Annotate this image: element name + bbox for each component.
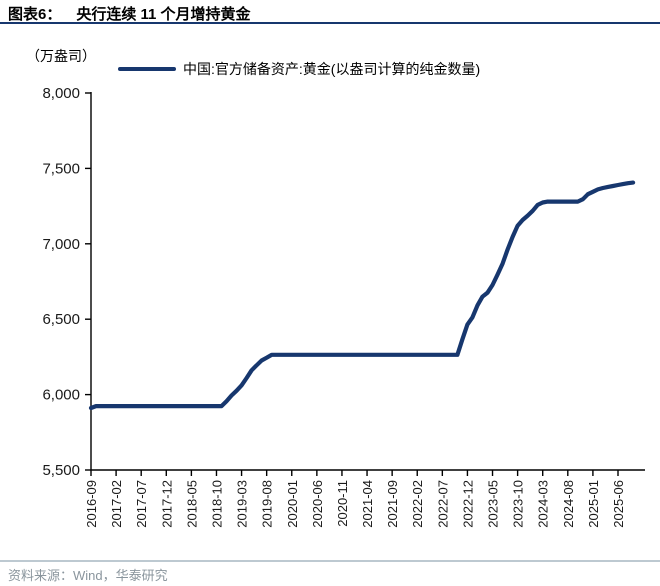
y-axis-unit-label: （万盎司） bbox=[26, 48, 96, 64]
svg-text:6,000: 6,000 bbox=[42, 387, 80, 404]
svg-text:2024-03: 2024-03 bbox=[536, 480, 551, 528]
svg-text:2023-05: 2023-05 bbox=[486, 480, 501, 528]
svg-text:5,500: 5,500 bbox=[42, 462, 80, 479]
source-text: 资料来源：Wind，华泰研究 bbox=[8, 568, 168, 583]
svg-text:2019-08: 2019-08 bbox=[260, 480, 275, 528]
svg-text:2018-05: 2018-05 bbox=[184, 480, 199, 528]
svg-text:2025-06: 2025-06 bbox=[611, 480, 626, 528]
svg-text:2022-02: 2022-02 bbox=[410, 480, 425, 528]
title-divider bbox=[0, 22, 660, 24]
svg-text:8,000: 8,000 bbox=[42, 85, 80, 102]
svg-text:2023-10: 2023-10 bbox=[511, 480, 526, 528]
svg-text:2016-09: 2016-09 bbox=[84, 480, 99, 528]
svg-text:6,500: 6,500 bbox=[42, 311, 80, 328]
svg-text:2017-02: 2017-02 bbox=[109, 480, 124, 528]
svg-text:2022-12: 2022-12 bbox=[460, 480, 475, 528]
svg-text:2021-04: 2021-04 bbox=[360, 480, 375, 528]
figure-label: 图表6： bbox=[8, 6, 62, 23]
gold-reserves-line-chart: 5,500 6,000 6,500 7,000 7,500 8,000 2016-09 201… bbox=[42, 85, 645, 528]
svg-text:2020-11: 2020-11 bbox=[335, 480, 350, 527]
page-title: 图表6： 央行连续 11 个月增持黄金 bbox=[8, 3, 251, 24]
footer-divider bbox=[0, 560, 660, 562]
svg-text:2022-07: 2022-07 bbox=[435, 480, 450, 528]
legend-line-swatch-icon bbox=[118, 66, 176, 72]
svg-text:7,500: 7,500 bbox=[42, 160, 80, 177]
legend-label: 中国:官方储备资产:黄金(以盎司计算的纯金数量) bbox=[183, 61, 481, 77]
svg-text:2017-12: 2017-12 bbox=[159, 480, 174, 528]
chart-legend: 中国:官方储备资产:黄金(以盎司计算的纯金数量) bbox=[118, 59, 480, 79]
svg-text:7,000: 7,000 bbox=[42, 236, 80, 253]
svg-text:2019-03: 2019-03 bbox=[235, 480, 250, 528]
svg-text:2024-08: 2024-08 bbox=[561, 480, 576, 528]
svg-text:2021-09: 2021-09 bbox=[385, 480, 400, 528]
svg-text:2020-01: 2020-01 bbox=[285, 480, 300, 528]
svg-text:2020-06: 2020-06 bbox=[310, 480, 325, 528]
svg-text:2018-10: 2018-10 bbox=[209, 480, 224, 528]
svg-text:2025-01: 2025-01 bbox=[586, 480, 601, 528]
svg-text:2017-07: 2017-07 bbox=[134, 480, 149, 528]
figure-title: 央行连续 11 个月增持黄金 bbox=[76, 6, 251, 23]
